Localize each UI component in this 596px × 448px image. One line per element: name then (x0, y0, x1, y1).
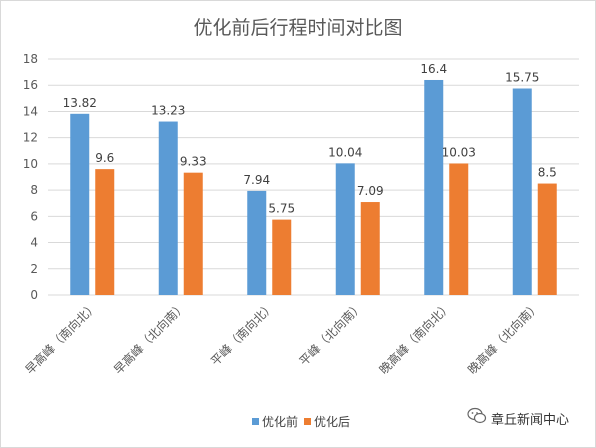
y-tick-label: 16 (23, 78, 38, 92)
wechat-icon (467, 407, 487, 424)
y-tick-label: 4 (30, 236, 38, 250)
y-tick-label: 12 (23, 131, 38, 145)
category-label: 晚高峰（北向南） (464, 299, 542, 377)
category-group (247, 190, 292, 295)
category-label: 晚高峰（南向北） (376, 299, 454, 377)
category-group (335, 163, 380, 295)
watermark-text: 章丘新闻中心 (491, 412, 569, 428)
bar-after (95, 169, 115, 295)
y-tick-label: 2 (30, 262, 38, 276)
bar-before (70, 113, 90, 295)
bar-after (537, 183, 557, 295)
gridlines (48, 58, 579, 296)
category-group (158, 121, 203, 295)
data-label: 13.23 (151, 104, 185, 118)
legend-label: 优化前 (262, 414, 298, 429)
data-label: 15.75 (505, 71, 539, 85)
legend-item: 优化前 (252, 414, 298, 429)
data-label: 10.03 (442, 145, 476, 159)
bar-before (247, 190, 267, 295)
data-label: 9.33 (180, 155, 207, 169)
data-label: 5.75 (268, 202, 295, 216)
y-tick-label: 10 (23, 157, 38, 171)
data-labels: 13.82 9.6 13.23 9.33 7.94 5.75 10.04 7.09 16.4 10… (63, 62, 557, 216)
data-label: 9.6 (95, 151, 114, 165)
category-labels: 早高峰（南向北） 早高峰（北向南） 平峰（南向北） 平峰（北向南） 晚高峰（南向北） 晚高… (22, 299, 543, 377)
bar-before (335, 163, 355, 295)
y-tick-label: 18 (23, 52, 38, 66)
bar-before (424, 79, 444, 295)
y-axis-ticks: 0 2 4 6 8 10 12 14 16 18 (23, 52, 38, 302)
data-label: 7.09 (357, 184, 384, 198)
data-label: 13.82 (63, 96, 97, 110)
watermark: 章丘新闻中心 (467, 407, 569, 428)
category-group (70, 113, 115, 295)
y-tick-label: 8 (30, 183, 38, 197)
category-label: 早高峰（南向北） (22, 299, 100, 377)
y-tick-label: 14 (23, 104, 38, 118)
legend: 优化前 优化后 (252, 414, 350, 429)
data-label: 16.4 (420, 62, 447, 76)
bar-after (272, 219, 292, 295)
category-label: 早高峰（北向南） (110, 299, 188, 377)
chart-title: 优化前后行程时间对比图 (193, 17, 402, 39)
bar-after (183, 172, 203, 295)
legend-swatch (304, 418, 311, 425)
category-label: 平峰（北向南） (296, 299, 366, 369)
bar-after (360, 202, 380, 295)
bar-before (512, 88, 532, 295)
bar-before (158, 121, 178, 295)
bars (70, 79, 557, 295)
y-tick-label: 0 (30, 288, 38, 302)
data-label: 8.5 (538, 166, 557, 180)
legend-item: 优化后 (304, 415, 350, 429)
data-label: 7.94 (243, 173, 270, 187)
legend-label: 优化后 (314, 415, 350, 429)
y-tick-label: 6 (30, 209, 38, 223)
legend-swatch (252, 418, 259, 425)
category-group (424, 79, 469, 295)
data-label: 10.04 (328, 145, 362, 159)
category-label: 平峰（南向北） (207, 299, 277, 369)
bar-after (449, 163, 469, 295)
category-group (512, 88, 557, 295)
